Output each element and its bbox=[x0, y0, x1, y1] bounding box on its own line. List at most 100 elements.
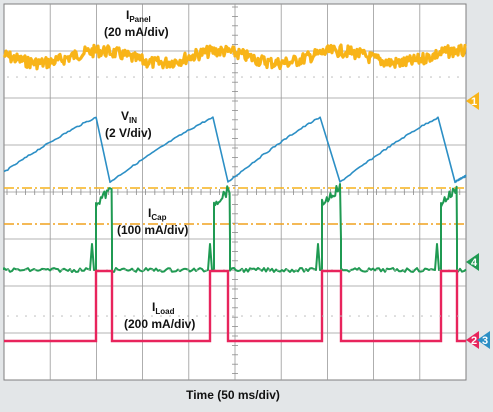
icap-ground-dot bbox=[304, 269, 306, 271]
icap-ground-dot bbox=[286, 269, 288, 271]
ipanel-ground-dot bbox=[403, 76, 405, 78]
ipanel-ground-dot bbox=[394, 76, 396, 78]
iload-ground-dot bbox=[295, 315, 297, 317]
iload-ground-dot bbox=[412, 315, 414, 317]
ipanel-ground-dot bbox=[286, 76, 288, 78]
ipanel-ground-dot bbox=[259, 76, 261, 78]
vin-label: VIN bbox=[121, 109, 137, 125]
ipanel-ground-dot bbox=[376, 76, 378, 78]
icap-ground-dot bbox=[160, 269, 162, 271]
icap-ground-dot bbox=[385, 269, 387, 271]
iload-ground-dot bbox=[196, 315, 198, 317]
ipanel-ground-dot bbox=[421, 76, 423, 78]
ipanel-ground-dot bbox=[277, 76, 279, 78]
ipanel-ground-dot bbox=[385, 76, 387, 78]
iload-ground-dot bbox=[376, 315, 378, 317]
iload-ground-dot bbox=[385, 315, 387, 317]
channel-1-marker: 1 bbox=[466, 92, 479, 110]
icap-ground-dot bbox=[70, 269, 72, 271]
ipanel-ground-dot bbox=[142, 76, 144, 78]
ipanel-ground-dot bbox=[7, 76, 9, 78]
ipanel-ground-dot bbox=[124, 76, 126, 78]
ipanel-ground-dot bbox=[160, 76, 162, 78]
iload-ground-dot bbox=[70, 315, 72, 317]
iload-ground-dot bbox=[259, 315, 261, 317]
ipanel-ground-dot bbox=[214, 76, 216, 78]
iload-ground-dot bbox=[349, 315, 351, 317]
icap-trace bbox=[3, 183, 467, 273]
iload-ground-dot bbox=[106, 315, 108, 317]
iload-ground-dot bbox=[214, 315, 216, 317]
iload-ground-dot bbox=[403, 315, 405, 317]
iload-ground-dot bbox=[151, 315, 153, 317]
ipanel-ground-dot bbox=[25, 76, 27, 78]
iload-ground-dot bbox=[115, 315, 117, 317]
ipanel-ground-dot bbox=[457, 76, 459, 78]
ipanel-ground-dot bbox=[349, 76, 351, 78]
ipanel-ground-dot bbox=[187, 76, 189, 78]
channel-markers: 1 4 2 3 bbox=[466, 92, 490, 349]
icap-ground-dot bbox=[376, 269, 378, 271]
ipanel-ground-dot bbox=[448, 76, 450, 78]
icap-ground-dot bbox=[241, 269, 243, 271]
icap-ground-dot bbox=[394, 269, 396, 271]
iload-ground-dot bbox=[34, 315, 36, 317]
channel-2-marker-text: 2 bbox=[471, 335, 477, 347]
icap-ground-dot bbox=[259, 269, 261, 271]
ipanel-ground-dot bbox=[88, 76, 90, 78]
ipanel-ground-dot bbox=[313, 76, 315, 78]
iload-ground-dot bbox=[448, 315, 450, 317]
ipanel-ground-dot bbox=[358, 76, 360, 78]
icap-ground-dot bbox=[151, 269, 153, 271]
icap-ground-dot bbox=[88, 269, 90, 271]
ipanel-ground-dot bbox=[304, 76, 306, 78]
iload-ground-dot bbox=[205, 315, 207, 317]
ipanel-ground-dot bbox=[43, 76, 45, 78]
icap-ground-dot bbox=[403, 269, 405, 271]
icap-ground-dot bbox=[133, 269, 135, 271]
iload-scale: (200 mA/div) bbox=[124, 317, 195, 331]
icap-ground-dot bbox=[52, 269, 54, 271]
ipanel-ground-dot bbox=[223, 76, 225, 78]
channel-4-marker-arrow bbox=[466, 253, 479, 271]
iload-ground-dot bbox=[43, 315, 45, 317]
iload-ground-dot bbox=[61, 315, 63, 317]
icap-ground-dot bbox=[16, 269, 18, 271]
channel-2-marker-arrow bbox=[466, 331, 479, 349]
ipanel-ground-dot bbox=[34, 76, 36, 78]
icap-ground-dot bbox=[115, 269, 117, 271]
iload-ground-dot bbox=[304, 315, 306, 317]
icap-ground-dot bbox=[295, 269, 297, 271]
iload-ground-dot bbox=[394, 315, 396, 317]
iload-ground-dot bbox=[187, 315, 189, 317]
icap-ground-dot bbox=[232, 269, 234, 271]
iload-trace bbox=[4, 269, 466, 343]
channel-4-marker-text: 4 bbox=[471, 257, 478, 269]
icap-scale: (100 mA/div) bbox=[117, 223, 188, 237]
iload-ground-dot bbox=[88, 315, 90, 317]
ipanel-ground-dot bbox=[97, 76, 99, 78]
channel-3-marker-arrow bbox=[477, 331, 490, 349]
vin-trace bbox=[3, 116, 467, 184]
ipanel-ground-dot bbox=[439, 76, 441, 78]
icap-ground-dot bbox=[367, 269, 369, 271]
vin-scale: (2 V/div) bbox=[105, 126, 152, 140]
iload-ground-dot bbox=[358, 315, 360, 317]
icap-ground-dot bbox=[79, 269, 81, 271]
iload-ground-dot bbox=[322, 315, 324, 317]
x-axis-label: Time (50 ms/div) bbox=[186, 388, 280, 402]
iload-ground-dot bbox=[178, 315, 180, 317]
icap-ground-dot bbox=[25, 269, 27, 271]
iload-ground-dot bbox=[25, 315, 27, 317]
icap-ground-dot bbox=[7, 269, 9, 271]
icap-ground-dot bbox=[124, 269, 126, 271]
iload-ground-dot bbox=[232, 315, 234, 317]
ipanel-ground-dot bbox=[250, 76, 252, 78]
ipanel-ground-dot bbox=[61, 76, 63, 78]
icap-ground-dot bbox=[268, 269, 270, 271]
icap-ground-dot bbox=[61, 269, 63, 271]
iload-ground-dot bbox=[331, 315, 333, 317]
icap-ground-dot bbox=[169, 269, 171, 271]
ipanel-ground-dot bbox=[196, 76, 198, 78]
icap-ground-dot bbox=[421, 269, 423, 271]
